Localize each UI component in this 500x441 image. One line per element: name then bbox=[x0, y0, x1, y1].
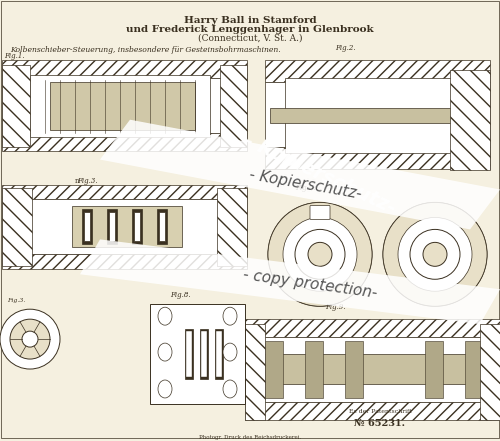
Bar bbox=[134, 213, 140, 241]
Ellipse shape bbox=[158, 343, 172, 361]
Bar bbox=[2, 184, 247, 199]
Bar bbox=[465, 341, 483, 398]
Bar bbox=[107, 209, 117, 244]
Bar bbox=[72, 206, 182, 247]
Text: (Connecticut, V. St. A.): (Connecticut, V. St. A.) bbox=[198, 34, 302, 43]
Text: - Kopierschutz-: - Kopierschutz- bbox=[241, 131, 399, 218]
Bar bbox=[425, 341, 443, 398]
Bar bbox=[186, 331, 192, 377]
Circle shape bbox=[22, 331, 38, 347]
FancyBboxPatch shape bbox=[310, 206, 330, 220]
Bar bbox=[185, 329, 193, 379]
Text: Photogr. Druck des Reichsdruckerei.: Photogr. Druck des Reichsdruckerei. bbox=[199, 435, 301, 440]
Bar bbox=[245, 319, 500, 337]
Bar bbox=[2, 78, 247, 133]
Bar bbox=[245, 402, 500, 420]
Text: № 65231.: № 65231. bbox=[354, 419, 406, 428]
Text: - Kopierschutz-: - Kopierschutz- bbox=[248, 167, 362, 202]
Text: Es der Patentschrift: Es der Patentschrift bbox=[348, 409, 412, 414]
Ellipse shape bbox=[223, 380, 237, 398]
Text: Fig.3.: Fig.3. bbox=[7, 298, 26, 303]
Bar bbox=[217, 187, 247, 266]
Bar bbox=[200, 329, 208, 379]
Ellipse shape bbox=[223, 343, 237, 361]
Bar bbox=[157, 209, 167, 244]
Bar bbox=[150, 304, 245, 404]
Polygon shape bbox=[80, 239, 500, 324]
Bar bbox=[50, 82, 195, 130]
Text: Fig.1.: Fig.1. bbox=[4, 52, 24, 60]
Text: Harry Ball in Stamford: Harry Ball in Stamford bbox=[184, 16, 316, 25]
Text: - copy protection-: - copy protection- bbox=[242, 267, 378, 301]
Text: Fig.9.: Fig.9. bbox=[325, 303, 345, 311]
Bar bbox=[159, 213, 165, 241]
Circle shape bbox=[423, 243, 447, 266]
Bar bbox=[2, 199, 247, 254]
Bar bbox=[265, 341, 283, 398]
Bar bbox=[215, 329, 223, 379]
Bar bbox=[2, 60, 247, 78]
Circle shape bbox=[0, 309, 60, 369]
Bar bbox=[245, 324, 265, 420]
Bar bbox=[260, 354, 485, 384]
Circle shape bbox=[10, 319, 50, 359]
Circle shape bbox=[268, 202, 372, 306]
Bar bbox=[2, 187, 32, 266]
Bar bbox=[480, 324, 500, 420]
Bar bbox=[245, 337, 500, 402]
Bar bbox=[82, 209, 92, 244]
Bar bbox=[265, 60, 490, 82]
Circle shape bbox=[410, 229, 460, 279]
Bar bbox=[132, 209, 142, 244]
Bar bbox=[201, 331, 207, 377]
Text: Fig.2.: Fig.2. bbox=[335, 44, 355, 52]
Bar bbox=[305, 341, 323, 398]
Ellipse shape bbox=[158, 307, 172, 325]
Bar bbox=[285, 78, 465, 153]
Circle shape bbox=[308, 243, 332, 266]
Circle shape bbox=[383, 202, 487, 306]
Bar bbox=[216, 331, 222, 377]
Text: n: n bbox=[75, 176, 80, 184]
Wedge shape bbox=[383, 202, 487, 306]
Polygon shape bbox=[100, 120, 500, 229]
Text: Fig.3.: Fig.3. bbox=[77, 176, 98, 184]
Text: Kolbenschieber-Steuerung, insbesondere für Gesteinsbohrmaschinen.: Kolbenschieber-Steuerung, insbesondere f… bbox=[10, 46, 280, 54]
Bar bbox=[2, 65, 30, 146]
Bar bbox=[2, 254, 247, 269]
Ellipse shape bbox=[223, 307, 237, 325]
Bar bbox=[345, 341, 363, 398]
Bar bbox=[30, 75, 210, 137]
Bar bbox=[265, 82, 490, 146]
Bar bbox=[2, 133, 247, 151]
Bar bbox=[450, 70, 490, 169]
Wedge shape bbox=[268, 202, 372, 306]
Text: Fig.8.: Fig.8. bbox=[170, 291, 190, 299]
Text: Fig.5.: Fig.5. bbox=[295, 183, 316, 191]
Bar bbox=[265, 146, 490, 168]
Circle shape bbox=[295, 229, 345, 279]
Text: und Frederick Lenggenhager in Glenbrook: und Frederick Lenggenhager in Glenbrook bbox=[126, 25, 374, 34]
Bar bbox=[270, 108, 485, 123]
Bar bbox=[220, 65, 247, 146]
Bar bbox=[109, 213, 115, 241]
Ellipse shape bbox=[158, 380, 172, 398]
Bar bbox=[84, 213, 90, 241]
